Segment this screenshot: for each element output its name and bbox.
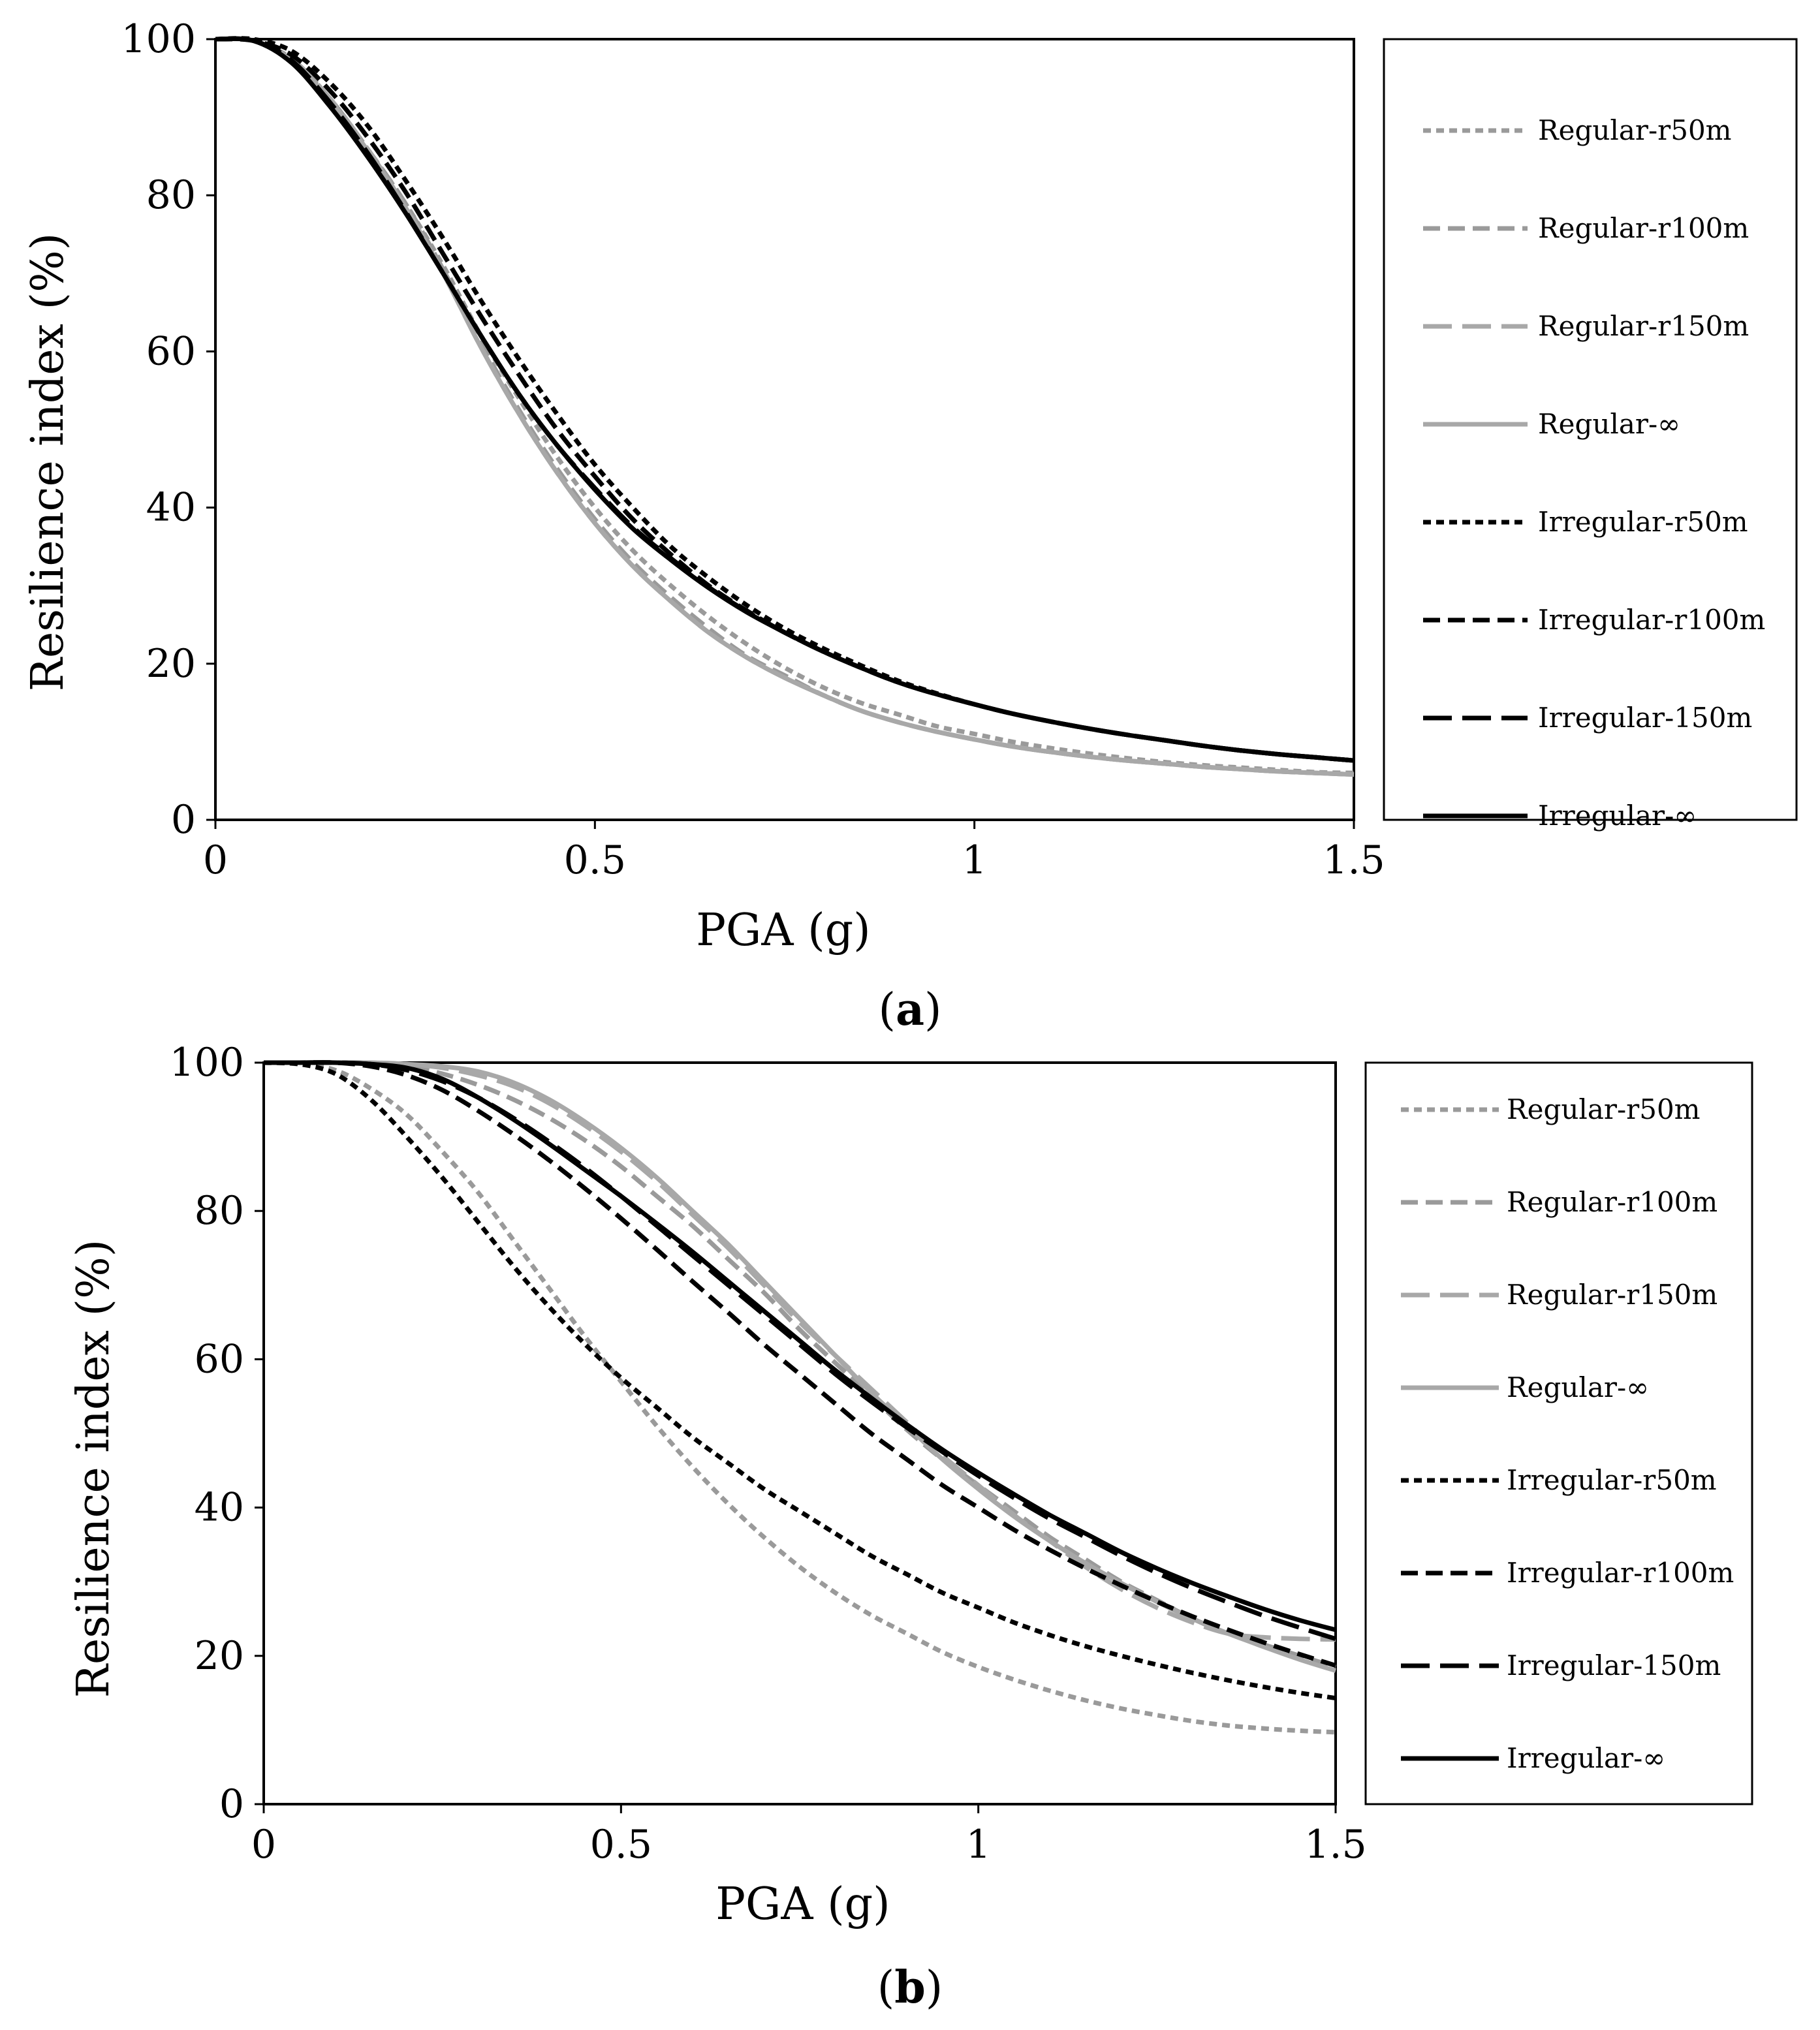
panel-b-legend-label-regular-r50m: Regular-r50m — [1507, 1093, 1701, 1125]
panel-a-x-tick-label: 1 — [962, 837, 987, 883]
panel-a-legend-label-irregular-150m: Irregular-150m — [1538, 702, 1752, 734]
panel-a-legend-label-regular-r150m: Regular-r150m — [1538, 310, 1749, 342]
panel-a-x-tick-label: 0.5 — [564, 837, 626, 883]
panel-a-caption: (a) — [878, 984, 941, 1036]
panel-b-legend: Regular-r50m Regular-r100m Regular-r150m Re… — [1401, 1093, 1734, 1774]
panel-b-x-tick-label: 1.5 — [1304, 1822, 1366, 1867]
panel-a-plot-frame — [214, 38, 1355, 821]
panel-a-y-axis-title: Resilience index (%) — [22, 233, 74, 692]
panel-b-y-tick-label: 0 — [219, 1781, 244, 1827]
panel-b-legend-label-regular-r100m: Regular-r100m — [1507, 1186, 1718, 1218]
panel-a-series-irregular-150m — [215, 36, 1355, 763]
panel-b-y-tick-label: 20 — [195, 1633, 244, 1679]
panel-b-legend-box — [1364, 1061, 1753, 1805]
panel-a-legend-label-irregular-r50m: Irregular-r50m — [1538, 506, 1748, 538]
panel-a-series-irregular-inf — [215, 36, 1355, 763]
panel-b-series-irregular-150m — [263, 1060, 1337, 1642]
panel-a-legend-label-regular-r100m: Regular-r100m — [1538, 212, 1749, 244]
panel-a-y-tick-label: 80 — [146, 172, 196, 218]
panel-b-caption: (b) — [877, 1961, 943, 2014]
panel-b-x-tick-label: 0.5 — [590, 1822, 652, 1867]
panel-b-legend-label-irregular-150m: Irregular-150m — [1507, 1649, 1721, 1681]
panel-b-legend-label-irregular-r50m: Irregular-r50m — [1507, 1464, 1717, 1496]
panel-b-series-irregular-r100m — [263, 1060, 1337, 1668]
panel-b-legend-label-regular-r150m: Regular-r150m — [1507, 1279, 1718, 1311]
panel-b-y-tick-label: 40 — [195, 1485, 244, 1531]
panel-a-x-tick-label: 1.5 — [1323, 837, 1385, 883]
panel-b-x-tick-label: 1 — [966, 1822, 991, 1867]
panel-b-plot-frame — [262, 1061, 1337, 1805]
panel-a-series-lines — [215, 36, 1355, 777]
panel-b-x-axis-title: PGA (g) — [715, 1879, 890, 1930]
panel-a: 0 0.5 1 1.5 0 20 40 60 80 100 PGA (g) Resilience … — [22, 16, 1798, 1036]
panel-a-caption-label: a — [896, 984, 924, 1036]
panel-a-series-irregular-r50m — [215, 36, 1355, 763]
panel-b-y-tick-label: 60 — [195, 1336, 244, 1382]
panel-b-series-irregular-inf — [263, 1060, 1336, 1632]
panel-b-series-regular-r100m — [263, 1060, 1337, 1670]
panel-b-series-lines — [263, 1060, 1337, 1735]
panel-a-legend-label-regular-r50m: Regular-r50m — [1538, 114, 1732, 146]
panel-b-legend-label-regular-inf: Regular-∞ — [1507, 1371, 1649, 1403]
panel-a-y-tick-label: 40 — [146, 485, 196, 531]
panel-a-y-tick-label: 0 — [171, 797, 196, 843]
panel-b-y-tick-label: 80 — [195, 1188, 244, 1234]
panel-a-legend-label-irregular-inf: Irregular-∞ — [1538, 800, 1697, 832]
panel-b-legend-label-irregular-inf: Irregular-∞ — [1507, 1742, 1665, 1774]
panel-a-y-tick-label: 100 — [121, 16, 196, 62]
panel-a-legend-label-regular-inf: Regular-∞ — [1538, 408, 1680, 440]
panel-a-x-axis-title: PGA (g) — [696, 905, 870, 956]
panel-b: 0 0.5 1 1.5 0 20 40 60 80 100 PGA (g) Resilience … — [68, 1040, 1753, 2014]
panel-a-series-irregular-r100m — [215, 37, 1355, 763]
panel-b-x-tick-label: 0 — [251, 1822, 276, 1867]
panel-a-ticks: 0 0.5 1 1.5 0 20 40 60 80 100 — [121, 16, 1385, 883]
panel-b-ticks: 0 0.5 1 1.5 0 20 40 60 80 100 — [169, 1040, 1366, 1867]
panel-b-y-axis-title: Resilience index (%) — [68, 1240, 119, 1698]
panel-a-x-tick-label: 0 — [203, 837, 228, 883]
panel-a-legend-label-irregular-r100m: Irregular-r100m — [1538, 604, 1765, 636]
panel-b-caption-label: b — [894, 1961, 926, 2014]
panel-a-legend-box — [1383, 38, 1798, 821]
panel-b-series-regular-r50m — [263, 1060, 1336, 1735]
panel-a-legend: Regular-r50m Regular-r100m Regular-r150m Re… — [1423, 114, 1765, 832]
panel-b-series-irregular-r50m — [263, 1060, 1336, 1701]
panel-a-y-tick-label: 60 — [146, 328, 196, 374]
panel-a-y-tick-label: 20 — [146, 641, 196, 687]
panel-b-legend-label-irregular-r100m: Irregular-r100m — [1507, 1557, 1734, 1589]
panel-b-series-regular-r150m — [263, 1060, 1336, 1642]
panel-b-y-tick-label: 100 — [169, 1040, 244, 1085]
